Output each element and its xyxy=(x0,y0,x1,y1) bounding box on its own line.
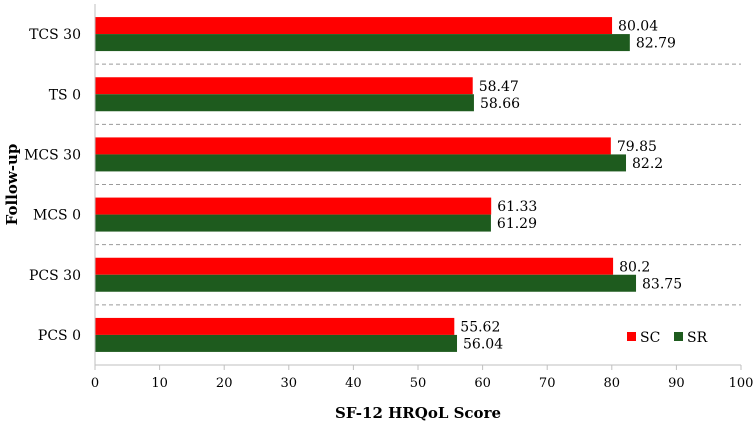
bar-sr-pcs-0 xyxy=(95,334,458,352)
x-axis-title: SF-12 HRQoL Score xyxy=(335,404,501,422)
data-label-sr-mcs-0: 61.29 xyxy=(497,216,537,232)
bar-sc-pcs-30 xyxy=(95,257,614,275)
legend-swatch-sr xyxy=(674,332,683,341)
data-label-sc-ts-0: 58.47 xyxy=(479,79,519,95)
category-label-mcs-0: MCS 0 xyxy=(33,208,81,224)
data-label-sc-mcs-0: 61.33 xyxy=(497,199,537,215)
category-labels: TCS 30 TS 0 MCS 30 MCS 0 PCS 30 PCS 0 xyxy=(24,27,81,344)
legend: SC SR xyxy=(627,330,708,346)
bar-sr-mcs-0 xyxy=(95,214,491,232)
x-tick-label: 30 xyxy=(281,376,298,391)
x-axis-ticks: 0 10 20 30 40 50 60 70 80 90 100 xyxy=(91,365,754,391)
legend-label-sr: SR xyxy=(687,330,708,346)
data-label-sr-pcs-30: 83.75 xyxy=(642,276,682,292)
data-label-sr-tcs-30: 82.79 xyxy=(636,36,676,52)
bar-sr-tcs-30 xyxy=(95,34,630,52)
data-label-sc-tcs-30: 80.04 xyxy=(618,19,658,35)
x-tick-label: 60 xyxy=(474,376,491,391)
bars xyxy=(95,17,637,352)
legend-label-sc: SC xyxy=(640,330,660,346)
x-tick-label: 50 xyxy=(410,376,427,391)
x-tick-label: 0 xyxy=(91,376,99,391)
data-label-sc-mcs-30: 79.85 xyxy=(617,139,657,155)
category-label-ts-0: TS 0 xyxy=(49,87,81,103)
x-tick-label: 100 xyxy=(729,376,754,391)
category-label-tcs-30: TCS 30 xyxy=(29,27,81,43)
category-label-pcs-30: PCS 30 xyxy=(29,268,81,284)
x-tick-label: 80 xyxy=(604,376,621,391)
x-tick-label: 20 xyxy=(216,376,233,391)
data-label-sr-mcs-30: 82.2 xyxy=(632,156,663,172)
y-axis-title: Follow-up xyxy=(3,144,21,226)
x-tick-label: 10 xyxy=(151,376,168,391)
bar-sr-pcs-30 xyxy=(95,274,637,292)
bar-sr-mcs-30 xyxy=(95,154,627,172)
category-label-mcs-30: MCS 30 xyxy=(24,147,81,163)
data-label-sc-pcs-30: 80.2 xyxy=(619,259,650,275)
category-separators xyxy=(95,63,741,306)
bar-sc-tcs-30 xyxy=(95,17,613,35)
bar-sc-ts-0 xyxy=(95,77,473,95)
bar-sr-ts-0 xyxy=(95,94,474,112)
bar-sc-pcs-0 xyxy=(95,317,455,335)
bar-sc-mcs-0 xyxy=(95,197,492,215)
x-tick-label: 40 xyxy=(345,376,362,391)
category-label-pcs-0: PCS 0 xyxy=(38,328,81,344)
data-label-sr-pcs-0: 56.04 xyxy=(463,336,503,352)
bar-sc-mcs-30 xyxy=(95,137,611,155)
legend-swatch-sc xyxy=(627,332,636,341)
data-label-sc-pcs-0: 55.62 xyxy=(460,319,500,335)
x-tick-label: 90 xyxy=(668,376,685,391)
x-tick-label: 70 xyxy=(539,376,556,391)
data-label-sr-ts-0: 58.66 xyxy=(480,96,520,112)
